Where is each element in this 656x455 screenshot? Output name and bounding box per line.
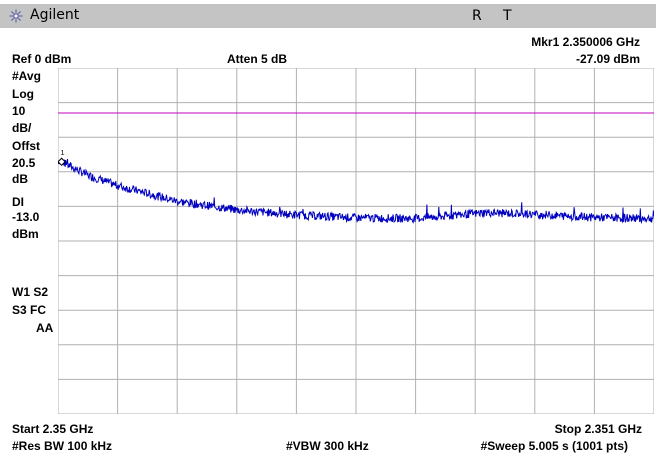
remote-indicator: R [472,8,482,24]
marker-diamond-icon[interactable] [58,157,66,167]
scale-value: 10 [12,104,26,118]
graticule [58,68,654,414]
marker-level: -27.09 dBm [575,52,640,66]
offset-value: 20.5 [12,156,36,170]
trace-status-aa: AA [36,321,54,335]
average-label: #Avg [12,69,41,83]
scale-type: Log [12,87,34,101]
display-line-unit: dBm [12,227,39,241]
stop-frequency: Stop 2.351 GHz [554,422,642,436]
marker-number: 1 [61,150,65,157]
trace-status-s3fc: S3 FC [12,303,47,317]
marker-frequency: Mkr1 2.350006 GHz [531,35,640,49]
resolution-bandwidth: #Res BW 100 kHz [12,439,113,453]
display-line-value: -13.0 [12,210,40,224]
scale-unit: dB/ [12,121,32,135]
attenuation: Atten 5 dB [227,52,287,66]
spectrum-display[interactable]: 1 [58,68,654,414]
reference-level: Ref 0 dBm [12,52,72,66]
offset-unit: dB [12,172,28,186]
video-bandwidth: #VBW 300 kHz [286,439,369,453]
title-bar: Agilent R T [0,4,656,28]
agilent-spark-icon [9,9,23,23]
offset-label: Offst [12,139,40,153]
start-frequency: Start 2.35 GHz [12,422,94,436]
display-line-label: DI [12,195,24,209]
brand-name: Agilent [30,7,80,23]
trace-status-w1s2: W1 S2 [12,285,49,299]
trigger-indicator: T [503,8,512,24]
spectrum-trace [58,158,654,225]
sweep-time: #Sweep 5.005 s (1001 pts) [480,439,628,453]
